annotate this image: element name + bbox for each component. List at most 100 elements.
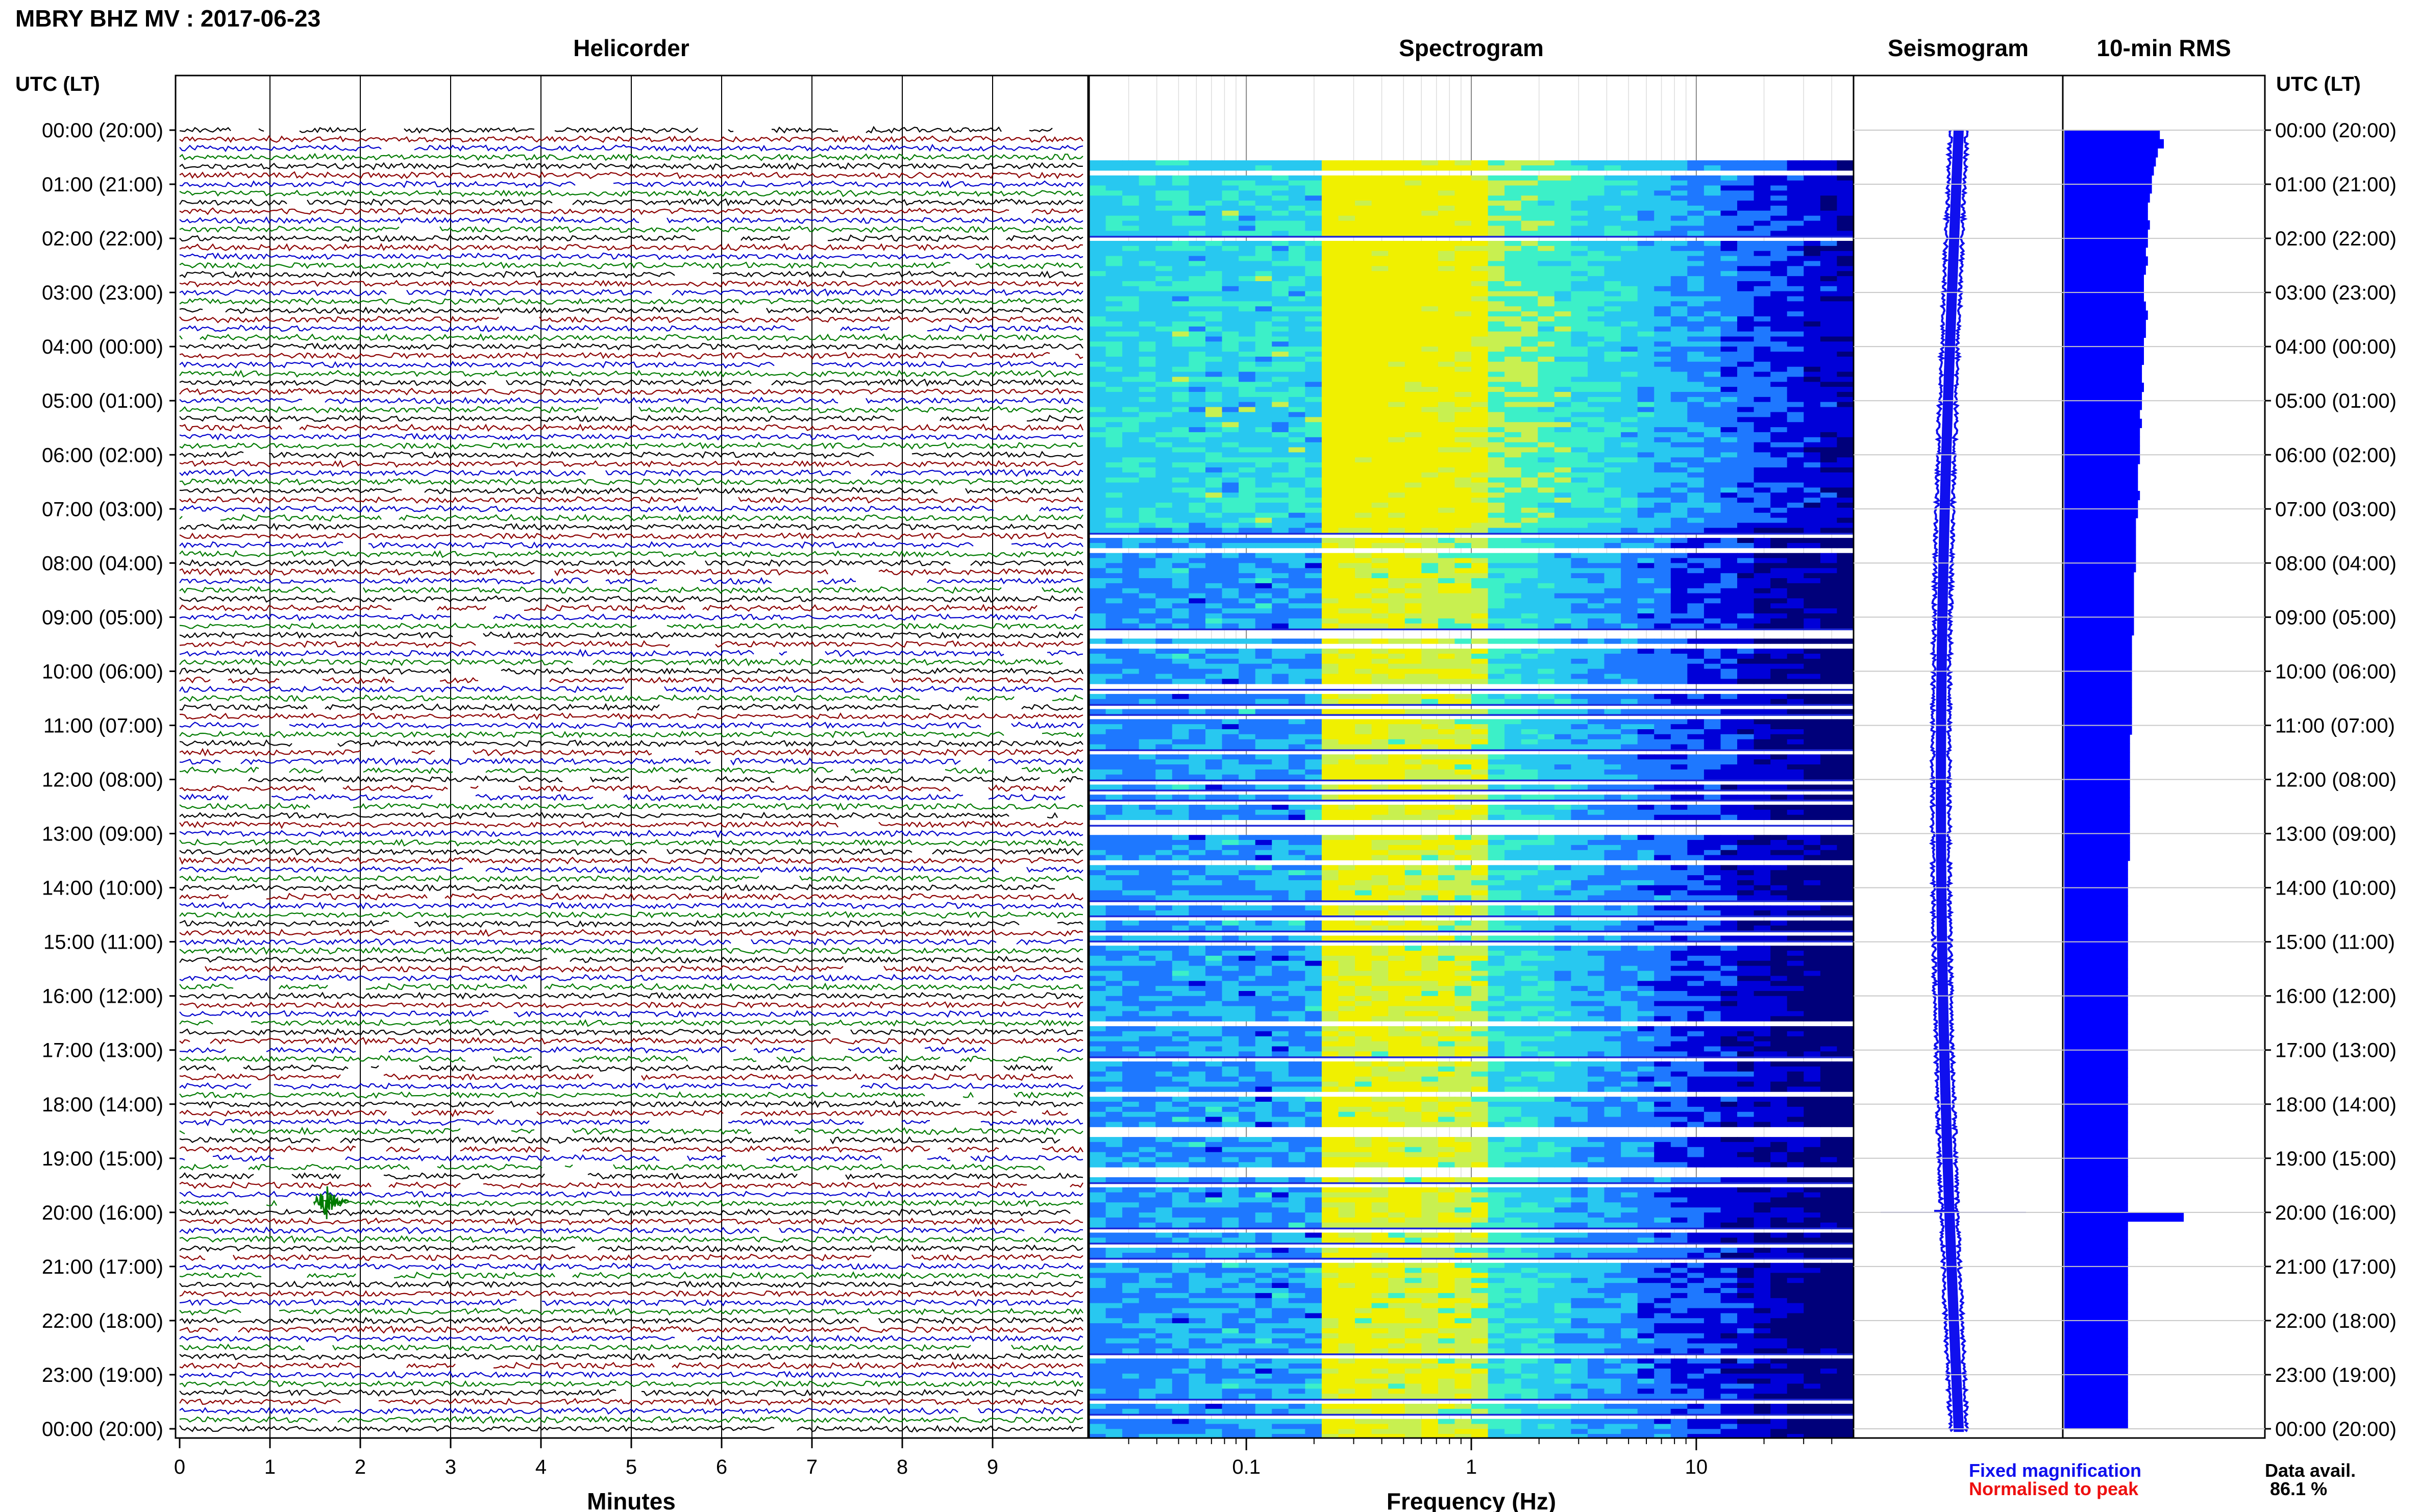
spectrogram-cell	[1438, 195, 1455, 201]
spectrogram-cell	[1670, 276, 1688, 282]
spectrogram-cell	[1122, 598, 1140, 604]
spectrogram-cell	[1155, 437, 1173, 443]
spectrogram-cell	[1670, 356, 1688, 362]
spectrogram-cell	[1604, 201, 1621, 206]
spectrogram-cell	[1820, 427, 1838, 433]
spectrogram-cell	[1804, 482, 1821, 488]
spectrogram-cell	[1554, 668, 1572, 674]
spectrogram-cell	[1222, 492, 1239, 498]
spectrogram-cell	[1737, 286, 1755, 292]
spectrogram-cell	[1754, 638, 1771, 644]
spectrogram-cell	[1754, 649, 1771, 654]
spectrogram-cell	[1588, 578, 1605, 584]
spectrogram-cell	[1820, 231, 1838, 236]
spectrogram-cell	[1770, 190, 1788, 196]
spectrogram-cell	[1388, 377, 1405, 382]
spectrogram-cell	[1471, 457, 1489, 463]
spectrogram-cell	[1371, 326, 1389, 332]
spectrogram-cell	[1321, 361, 1339, 367]
spectrogram-cell	[1355, 346, 1372, 352]
spectrogram-cell	[1604, 286, 1621, 292]
spectrogram-cell	[1189, 588, 1206, 594]
spectrogram-cell	[1239, 724, 1256, 730]
spectrogram-cell	[1421, 231, 1439, 236]
spectrogram-cell	[1588, 206, 1605, 211]
spectrogram-cell	[1471, 482, 1489, 488]
spectrogram-cell	[1454, 693, 1472, 700]
spectrogram-cell	[1404, 709, 1422, 714]
spectrogram-cell	[1222, 241, 1239, 246]
spectrogram-cell	[1604, 498, 1621, 503]
spectrogram-cell	[1754, 538, 1771, 543]
spectrogram-cell	[1621, 517, 1638, 523]
spectrogram-cell	[1588, 528, 1605, 533]
spectrogram-cell	[1454, 462, 1472, 468]
spectrogram-cell	[1471, 477, 1489, 483]
spectrogram-cell	[1139, 432, 1156, 438]
spectrogram-cell	[1754, 331, 1771, 337]
spectrogram-cell	[1554, 719, 1572, 725]
spectrogram-cell	[1720, 226, 1738, 231]
spectrogram-cell	[1371, 699, 1389, 705]
spectrogram-cell	[1421, 492, 1439, 498]
spectrogram-cell	[1538, 457, 1555, 463]
spectrogram-cell	[1272, 482, 1289, 488]
spectrogram-cell	[1704, 382, 1721, 387]
spectrogram-cell	[1288, 422, 1306, 428]
spectrogram-cell	[1820, 256, 1838, 261]
spectrogram-cell	[1588, 638, 1605, 644]
spectrogram-cell	[1155, 321, 1173, 327]
spectrogram-cell	[1404, 447, 1422, 453]
spectrogram-cell	[1222, 301, 1239, 307]
spectrogram-cell	[1704, 598, 1721, 604]
spectrogram-cell	[1105, 407, 1123, 412]
spectrogram-cell	[1122, 165, 1140, 171]
spectrogram-cell	[1321, 371, 1339, 377]
spectrogram-cell	[1737, 558, 1755, 563]
spectrogram-cell	[1321, 507, 1339, 513]
spectrogram-cell	[1654, 366, 1671, 372]
spectrogram-cell	[1122, 241, 1140, 246]
spectrogram-cell	[1621, 301, 1638, 307]
spectrogram-cell	[1687, 543, 1705, 549]
spectrogram-cell	[1804, 654, 1821, 659]
spectrogram-cell	[1621, 613, 1638, 619]
spectrogram-cell	[1554, 477, 1572, 483]
spectrogram-cell	[1804, 201, 1821, 206]
spectrogram-cell	[1089, 498, 1106, 503]
spectrogram-cell	[1288, 457, 1306, 463]
spectrogram-cell	[1820, 739, 1838, 745]
rms-title: 10-min RMS	[2096, 35, 2231, 61]
spectrogram-cell	[1804, 276, 1821, 282]
spectrogram-cell	[1155, 256, 1173, 261]
spectrogram-cell	[1355, 251, 1372, 257]
spectrogram-cell	[1604, 538, 1621, 543]
spectrogram-cell	[1504, 432, 1522, 438]
spectrogram-cell	[1670, 286, 1688, 292]
spectrogram-cell	[1155, 503, 1173, 508]
spectrogram-cell	[1454, 245, 1472, 252]
spectrogram-cell	[1371, 472, 1389, 478]
spectrogram-cell	[1122, 603, 1140, 609]
spectrogram-cell	[1122, 729, 1140, 735]
spectrogram-cell	[1488, 668, 1505, 674]
spectrogram-cell	[1654, 608, 1671, 614]
spectrogram-cell	[1754, 352, 1771, 357]
spectrogram-cell	[1139, 356, 1156, 362]
spectrogram-cell	[1205, 498, 1223, 503]
spectrogram-cell	[1820, 291, 1838, 296]
spectrogram-cell	[1454, 739, 1472, 745]
spectrogram-cell	[1272, 553, 1289, 558]
spectrogram-cell	[1388, 588, 1405, 594]
spectrogram-row	[1089, 231, 1854, 236]
spectrogram-cell	[1787, 467, 1805, 473]
spectrogram-cell	[1388, 190, 1405, 196]
spectrogram-cell	[1438, 558, 1455, 563]
spectrogram-cell	[1338, 185, 1355, 191]
spectrogram-cell	[1355, 658, 1372, 664]
spectrogram-cell	[1239, 507, 1256, 513]
spectrogram-cell	[1571, 498, 1588, 503]
spectrogram-cell	[1222, 331, 1239, 337]
spectrogram-cell	[1770, 377, 1788, 382]
spectrogram-cell	[1720, 482, 1738, 488]
